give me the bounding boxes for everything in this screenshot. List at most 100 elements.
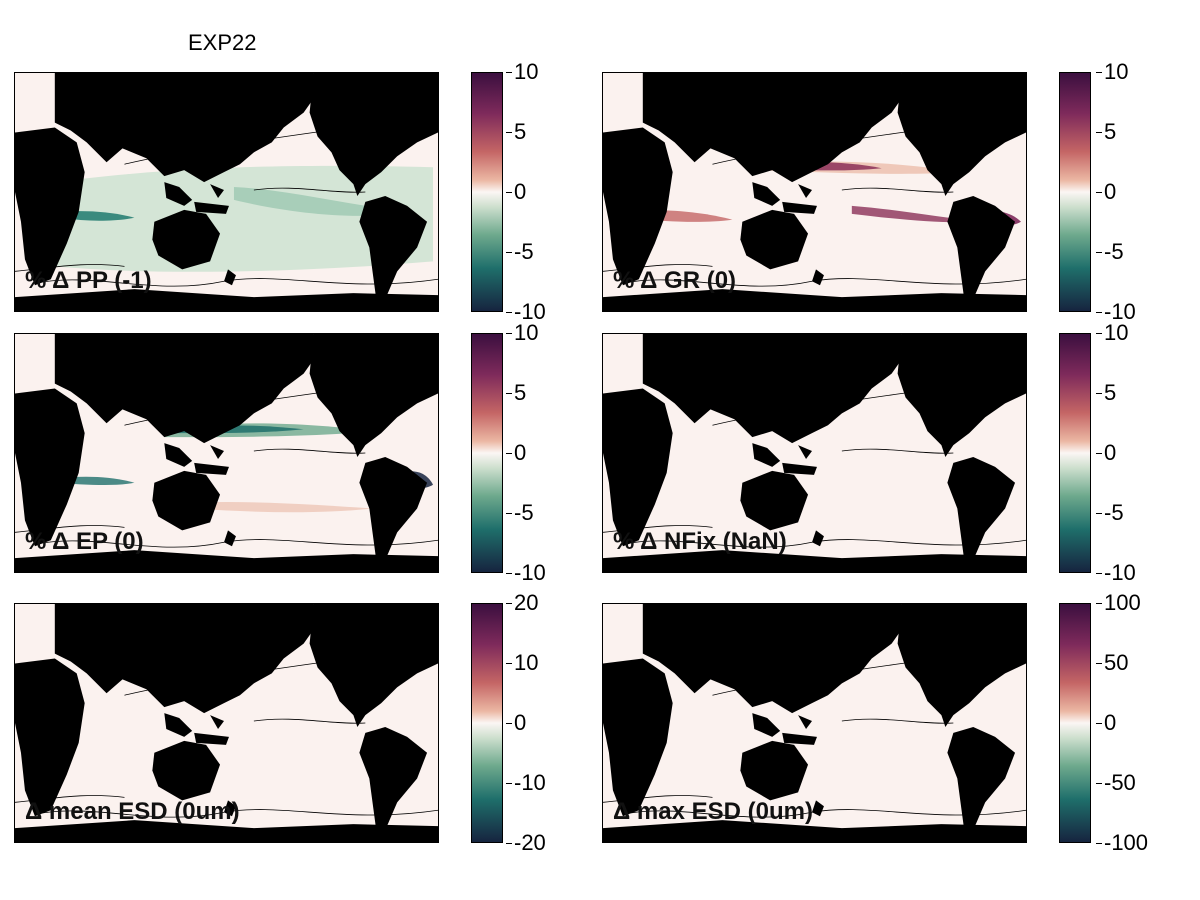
map-panel-nfix: % Δ NFix (NaN) xyxy=(602,333,1027,573)
land-mass xyxy=(15,388,85,547)
colorbar-tickmark xyxy=(506,663,512,664)
land-mass xyxy=(309,604,438,727)
colorbar-tickmark xyxy=(506,513,512,514)
land-mass xyxy=(164,182,193,206)
map-panel-ep: % Δ EP (0) xyxy=(14,333,439,573)
colorbar-tick: 0 xyxy=(1104,710,1117,735)
land-mass xyxy=(224,269,236,286)
land-mass xyxy=(152,740,221,801)
land-mass xyxy=(897,73,1026,196)
colorbar xyxy=(1059,603,1091,843)
colorbar-tick: -5 xyxy=(514,500,534,525)
land-mass xyxy=(798,184,813,198)
land-mass xyxy=(15,550,438,572)
land-mass xyxy=(15,658,85,817)
land-mass xyxy=(603,550,1026,572)
colorbar-tick: 100 xyxy=(1104,590,1141,615)
colorbar-tickmark xyxy=(506,132,512,133)
colorbar-tick: 50 xyxy=(1104,650,1129,675)
anomaly-region xyxy=(62,211,135,221)
land-mass xyxy=(194,732,229,745)
land-mass xyxy=(603,388,673,547)
colorbar-tick: 10 xyxy=(514,320,539,345)
colorbar-tickmark xyxy=(1096,132,1102,133)
contour-line xyxy=(253,448,366,454)
colorbar-tick: -10 xyxy=(514,560,546,585)
map-panel-max-esd: Δ max ESD (0um) xyxy=(602,603,1027,843)
land-mass xyxy=(408,334,438,360)
land-mass xyxy=(152,209,221,270)
colorbar-ticks: 10 5 0 -5 -10 xyxy=(1096,61,1174,323)
land-mass xyxy=(54,334,318,444)
land-mass xyxy=(194,201,229,214)
colorbar-tick: 10 xyxy=(1104,59,1129,84)
land-mass xyxy=(152,470,221,531)
land-mass xyxy=(752,182,781,206)
land-mass xyxy=(54,604,318,714)
land-mass xyxy=(947,456,1016,569)
land-mass xyxy=(897,604,1026,727)
land-mass xyxy=(829,126,846,149)
colorbar-tick: -5 xyxy=(1104,239,1124,264)
colorbar-tick: -5 xyxy=(514,239,534,264)
colorbar-tickmark xyxy=(1096,393,1102,394)
colorbar xyxy=(471,333,503,573)
colorbar-tick: -10 xyxy=(1104,299,1136,324)
colorbar-ticks: 10 5 0 -5 -10 xyxy=(1096,322,1174,584)
colorbar-tickmark xyxy=(506,312,512,313)
land-mass xyxy=(164,443,193,467)
colorbar-ticks: 100 50 0 -50 -100 xyxy=(1096,592,1174,854)
colorbar-ticks: 10 5 0 -5 -10 xyxy=(506,61,584,323)
land-mass xyxy=(897,334,1026,457)
land-mass xyxy=(54,73,318,183)
land-mass xyxy=(947,726,1016,839)
colorbar-tick: -20 xyxy=(514,830,546,855)
land-mass xyxy=(603,658,673,817)
map-canvas xyxy=(603,334,1026,572)
panel-label: Δ max ESD (0um) xyxy=(613,798,813,825)
land-mass xyxy=(603,127,673,286)
contour-line xyxy=(841,718,954,724)
panel-label: Δ mean ESD (0um) xyxy=(25,798,240,825)
contour-line xyxy=(15,795,125,803)
panel-label: % Δ NFix (NaN) xyxy=(613,528,787,555)
colorbar xyxy=(1059,72,1091,312)
colorbar-tick: -10 xyxy=(1104,560,1136,585)
contour-line xyxy=(603,264,713,272)
colorbar-tickmark xyxy=(1096,603,1102,604)
land-mass xyxy=(740,470,809,531)
colorbar-tickmark xyxy=(506,393,512,394)
panel-label: % Δ EP (0) xyxy=(25,528,144,555)
colorbar-tick: -100 xyxy=(1104,830,1149,855)
map-canvas xyxy=(603,73,1026,311)
land-mass xyxy=(798,715,813,729)
colorbar-tickmark xyxy=(506,603,512,604)
colorbar xyxy=(1059,333,1091,573)
colorbar-tickmark xyxy=(506,252,512,253)
land-mass xyxy=(210,445,225,459)
land-mass xyxy=(996,73,1026,99)
land-mass xyxy=(359,456,428,569)
land-mass xyxy=(241,657,258,680)
land-mass xyxy=(996,334,1026,360)
colorbar-tickmark xyxy=(1096,573,1102,574)
land-mass xyxy=(210,715,225,729)
colorbar-tick: 10 xyxy=(514,59,539,84)
colorbar-tick: 20 xyxy=(514,590,539,615)
land-mass xyxy=(740,740,809,801)
colorbar-tickmark xyxy=(1096,723,1102,724)
land-mass xyxy=(752,443,781,467)
colorbar-tickmark xyxy=(1096,513,1102,514)
map-panel-pp: % Δ PP (-1) xyxy=(14,72,439,312)
land-mass xyxy=(752,713,781,737)
land-mass xyxy=(224,800,236,817)
land-mass xyxy=(812,800,824,817)
colorbar-tick: -10 xyxy=(514,299,546,324)
colorbar xyxy=(471,603,503,843)
land-mass xyxy=(309,73,438,196)
colorbar-tickmark xyxy=(1096,453,1102,454)
contour-line xyxy=(841,448,954,454)
colorbar-tickmark xyxy=(1096,843,1102,844)
land-mass xyxy=(798,445,813,459)
colorbar-tickmark xyxy=(506,573,512,574)
